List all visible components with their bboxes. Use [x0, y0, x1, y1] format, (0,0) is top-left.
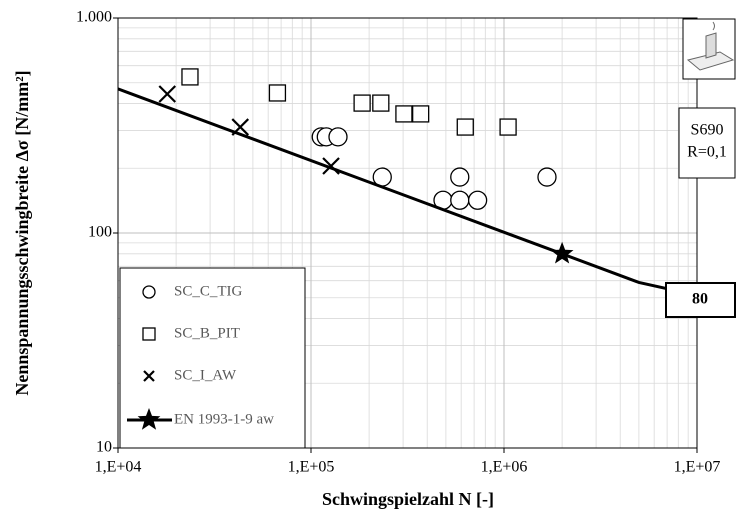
x-tick-label: 1,E+04 [95, 459, 142, 476]
square-marker [499, 118, 517, 136]
end-label-box: 80 [665, 282, 736, 318]
info-text: R=0,1 [687, 144, 727, 161]
y-tick-label: 1.000 [76, 9, 112, 26]
info-box: S690 R=0,1 [678, 107, 736, 179]
end-label: 80 [692, 291, 708, 308]
circle-marker [328, 127, 348, 147]
circle-marker [142, 285, 156, 299]
info-text: S690 [691, 122, 724, 139]
x-tick-label: 1,E+07 [674, 459, 721, 476]
x-axis-label: Schwingspielzahl N [-] [322, 489, 494, 509]
stiffener [705, 32, 717, 59]
square-marker [268, 84, 287, 102]
legend: SC_C_TIG SC_B_PIT SC_I_AW EN 1993-1-9 aw [119, 267, 306, 449]
x-marker [158, 85, 177, 103]
square-marker [181, 68, 199, 86]
info-frame [678, 107, 736, 179]
weld-sign [712, 21, 715, 31]
x-marker [143, 370, 155, 382]
square-marker [372, 94, 390, 112]
circle-marker [467, 190, 488, 210]
circle-marker [450, 167, 470, 187]
legend-label: SC_B_PIT [174, 325, 240, 341]
x-tick-label: 1,E+06 [481, 459, 528, 476]
star-marker [550, 241, 574, 264]
legend-label: EN 1993-1-9 aw [174, 411, 274, 427]
square-marker [456, 118, 474, 136]
inset-image [682, 18, 736, 80]
y-tick-label: 10 [96, 439, 112, 456]
legend-label: SC_I_AW [174, 367, 237, 383]
x-tick-label: 1,E+05 [288, 459, 335, 476]
legend-star [137, 408, 161, 430]
square-marker [142, 327, 156, 341]
marks [117, 68, 698, 297]
y-tick-label: 100 [88, 224, 112, 241]
circle-marker [537, 167, 557, 187]
circle-marker [450, 190, 470, 210]
square-marker [353, 94, 371, 112]
legend-label: SC_C_TIG [174, 283, 243, 299]
square-marker [395, 105, 413, 123]
square-marker [412, 105, 430, 123]
end-label-frame [665, 282, 736, 318]
y-axis-label: Nennspannungsschwingbreite Δσ [N/mm²] [12, 70, 32, 395]
